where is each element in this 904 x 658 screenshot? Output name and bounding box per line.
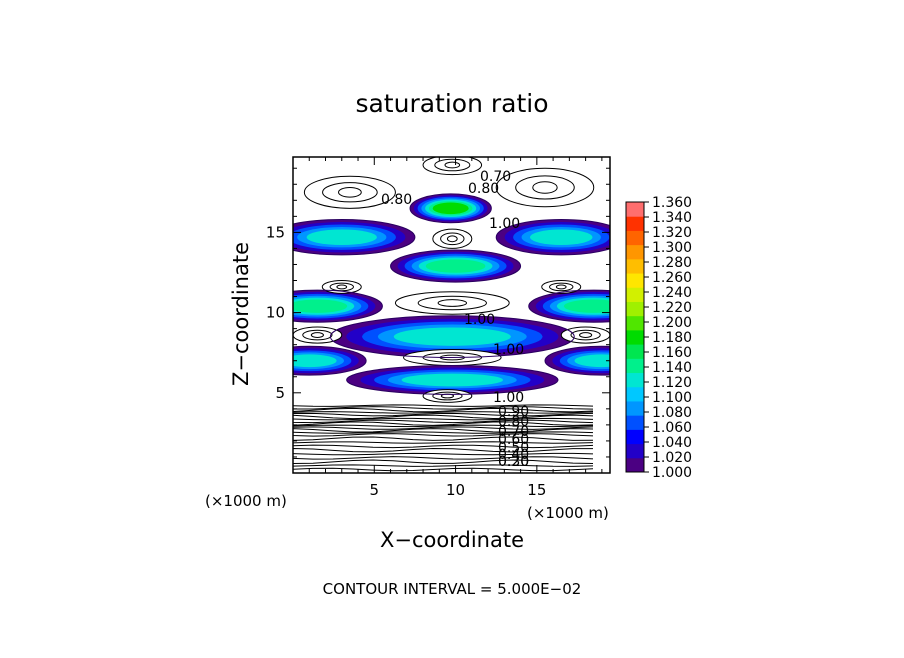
chart-title: saturation ratio xyxy=(355,89,548,118)
contour-fill xyxy=(307,229,377,245)
colorbar-label: 1.160 xyxy=(652,345,692,361)
contour-fill xyxy=(575,354,630,367)
contour-label: 1.00 xyxy=(493,342,524,358)
subsaturated-region xyxy=(561,327,610,343)
colorbar-swatch xyxy=(626,301,644,316)
colorbar-label: 1.060 xyxy=(652,420,692,436)
colorbar-label: 1.220 xyxy=(652,300,692,316)
colorbar-label: 1.360 xyxy=(652,195,692,211)
y-axis-label: Z−coordinate xyxy=(229,242,253,386)
colorbar-swatch xyxy=(626,273,644,288)
colorbar-label: 1.040 xyxy=(652,435,692,451)
contour-line xyxy=(293,327,342,343)
x-tick-label: 10 xyxy=(446,481,465,499)
colorbar-label: 1.320 xyxy=(652,225,692,241)
contour-line xyxy=(561,327,610,343)
colorbar-swatch xyxy=(626,444,644,459)
colorbar-swatch xyxy=(626,330,644,345)
colorbar-swatch xyxy=(626,287,644,302)
colorbar-swatch xyxy=(626,415,644,430)
contour-fill xyxy=(530,229,592,245)
colorbar-label: 1.000 xyxy=(652,465,692,481)
contour-label: 0.80 xyxy=(381,192,412,208)
y-tick-label: 10 xyxy=(266,304,285,322)
plot-area xyxy=(252,155,658,473)
subsaturated-region xyxy=(542,281,581,294)
y-axis-unit: (×1000 m) xyxy=(527,504,609,522)
colorbar-swatch xyxy=(626,202,644,217)
contour-fill xyxy=(402,374,503,387)
subsaturated-region xyxy=(423,155,482,174)
contour-line xyxy=(542,281,581,294)
contour-fill xyxy=(433,203,469,215)
contour-fill xyxy=(288,299,348,312)
contour-line xyxy=(433,229,472,248)
colorbar-swatch xyxy=(626,358,644,373)
colorbar-swatch xyxy=(626,344,644,359)
contour-label: 0.20 xyxy=(498,454,529,470)
colorbar-label: 1.120 xyxy=(652,375,692,391)
colorbar-label: 1.100 xyxy=(652,390,692,406)
contour-interval-label: CONTOUR INTERVAL = 5.000E−02 xyxy=(323,580,582,598)
contour-line xyxy=(395,292,509,314)
colorbar-label: 1.080 xyxy=(652,405,692,421)
y-tick-label: 15 xyxy=(266,223,285,241)
colorbar-label: 1.240 xyxy=(652,285,692,301)
colorbar-swatch xyxy=(626,458,644,473)
colorbar-label: 1.340 xyxy=(652,210,692,226)
colorbar-swatch xyxy=(626,230,644,245)
x-tick-label: 15 xyxy=(527,481,546,499)
subsaturated-region xyxy=(293,327,342,343)
contour-fill xyxy=(564,299,624,312)
colorbar-swatch xyxy=(626,373,644,388)
colorbar-swatch xyxy=(626,387,644,402)
colorbar-label: 1.280 xyxy=(652,255,692,271)
x-axis-unit: (×1000 m) xyxy=(205,492,287,510)
colorbar-swatch xyxy=(626,316,644,331)
x-tick-label: 5 xyxy=(370,481,380,499)
contour-fill xyxy=(426,259,486,272)
colorbar-swatch xyxy=(626,216,644,231)
subsaturated-region xyxy=(423,390,472,403)
colorbar-label: 1.140 xyxy=(652,360,692,376)
subsaturated-region xyxy=(433,229,472,248)
contour-label: 0.80 xyxy=(468,181,499,197)
contour-label: 1.00 xyxy=(464,312,495,328)
colorbar-swatch xyxy=(626,401,644,416)
colorbar-swatch xyxy=(626,429,644,444)
colorbar-label: 1.300 xyxy=(652,240,692,256)
subsaturated-region xyxy=(395,292,509,314)
colorbar-label: 1.020 xyxy=(652,450,692,466)
x-axis-label: X−coordinate xyxy=(380,528,524,552)
contour-line xyxy=(423,390,472,403)
colorbar-swatch xyxy=(626,245,644,260)
colorbar-label: 1.260 xyxy=(652,270,692,286)
colorbar-label: 1.180 xyxy=(652,330,692,346)
y-tick-label: 5 xyxy=(275,384,285,402)
contour-fill xyxy=(282,354,337,367)
colorbar-label: 1.200 xyxy=(652,315,692,331)
contour-line xyxy=(423,155,482,174)
contour-label: 1.00 xyxy=(489,216,520,232)
lower-dry-layer xyxy=(293,405,610,473)
colorbar-swatch xyxy=(626,259,644,274)
